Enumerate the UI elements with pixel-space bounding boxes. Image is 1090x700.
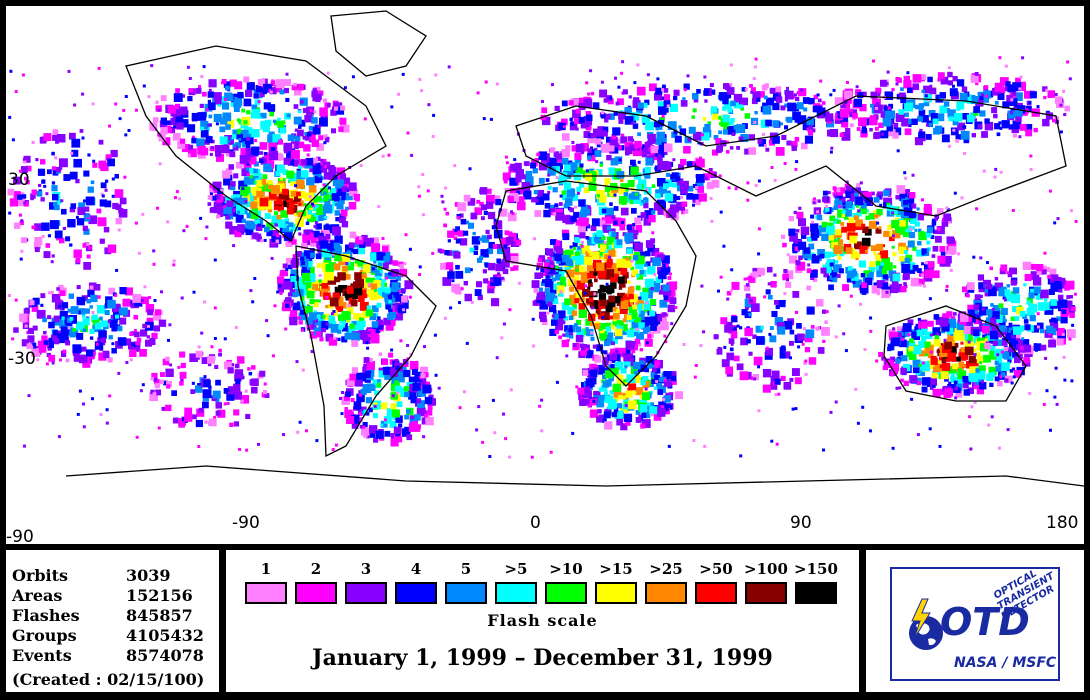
flash-scale-item: >25 <box>640 560 692 604</box>
x-tick-label: -90 <box>232 513 260 533</box>
y-tick-label: 30 <box>8 170 30 190</box>
flash-scale-item: >10 <box>540 560 592 604</box>
flash-scale-swatch <box>645 582 687 604</box>
y-tick-label: -30 <box>8 349 36 369</box>
otd-logo-graphic: OTD OPTICAL TRANSIENT DETECTOR NASA / MS… <box>909 568 1057 671</box>
flash-scale-label: >15 <box>599 560 633 578</box>
flash-scale-label: >150 <box>794 560 838 578</box>
stat-value: 845857 <box>126 606 193 625</box>
flash-scale-label: 4 <box>410 560 422 578</box>
flash-scale-label: >100 <box>744 560 788 578</box>
flash-scale-label: 3 <box>360 560 372 578</box>
coastline-outlines <box>65 10 1084 487</box>
flash-scale-item: >15 <box>590 560 642 604</box>
stat-name: Orbits <box>12 566 69 585</box>
logo-initials: OTD <box>940 600 1030 644</box>
flash-scale-item: >100 <box>740 560 792 604</box>
flash-scale-swatch <box>545 582 587 604</box>
stat-value: 3039 <box>126 566 171 585</box>
lightning-flash-density-map: -90 0 90 180 30 -30 -90 <box>6 6 1084 544</box>
date-range: January 1, 1999 – December 31, 1999 <box>312 645 773 671</box>
stat-name: Events <box>12 646 72 665</box>
flash-scale-label: >50 <box>699 560 733 578</box>
created-date: (Created : 02/15/100) <box>12 670 205 689</box>
stat-value: 152156 <box>126 586 193 605</box>
stat-value: 8574078 <box>126 646 204 665</box>
stat-name: Groups <box>12 626 77 645</box>
statistics-panel: Orbits 3039 Areas 152156 Flashes 845857 … <box>6 550 219 692</box>
flash-scale-swatch <box>295 582 337 604</box>
flash-scale-title: Flash scale <box>487 611 598 630</box>
flash-scale-item: 4 <box>390 560 442 604</box>
flash-scale-item: >50 <box>690 560 742 604</box>
flash-scale-swatch <box>795 582 837 604</box>
flash-scale-label: 1 <box>260 560 272 578</box>
flash-scale-item: 1 <box>240 560 292 604</box>
stat-name: Areas <box>12 586 63 605</box>
x-tick-label: 90 <box>790 513 812 533</box>
y-tick-label: -90 <box>6 527 34 545</box>
flash-scale-swatch <box>445 582 487 604</box>
flash-scale-swatch <box>695 582 737 604</box>
stat-name: Flashes <box>12 606 80 625</box>
flash-scale-label: 5 <box>460 560 472 578</box>
flash-scale-panel: 1 2 3 4 5 >5 >10 >15 >25 >50 >100 >150 Flash scale … <box>226 550 859 692</box>
x-tick-label: 180 <box>1046 513 1079 533</box>
flash-scale-swatch <box>745 582 787 604</box>
flash-scale-swatch <box>245 582 287 604</box>
logo-panel: OTD OPTICAL TRANSIENT DETECTOR NASA / MS… <box>866 550 1084 692</box>
flash-density-layer <box>7 56 1078 459</box>
flash-scale-item: 3 <box>340 560 392 604</box>
flash-scale-label: >10 <box>549 560 583 578</box>
flash-scale-swatch <box>495 582 537 604</box>
flash-scale-label: >25 <box>649 560 683 578</box>
flash-scale-item: 2 <box>290 560 342 604</box>
flash-scale-label: >5 <box>504 560 528 578</box>
x-tick-label: 0 <box>530 513 541 533</box>
flash-scale-swatch <box>395 582 437 604</box>
flash-scale-label: 2 <box>310 560 322 578</box>
lightning-bolt-icon <box>911 598 931 640</box>
world-map <box>7 10 1084 487</box>
flash-scale-swatch <box>595 582 637 604</box>
logo-org: NASA / MSFC <box>954 655 1057 671</box>
otd-logo: OTD OPTICAL TRANSIENT DETECTOR NASA / MS… <box>890 567 1060 681</box>
flash-scale-swatch <box>345 582 387 604</box>
stat-value: 4105432 <box>126 626 204 645</box>
flash-scale-item: >5 <box>490 560 542 604</box>
flash-scale-item: >150 <box>790 560 842 604</box>
flash-scale-item: 5 <box>440 560 492 604</box>
